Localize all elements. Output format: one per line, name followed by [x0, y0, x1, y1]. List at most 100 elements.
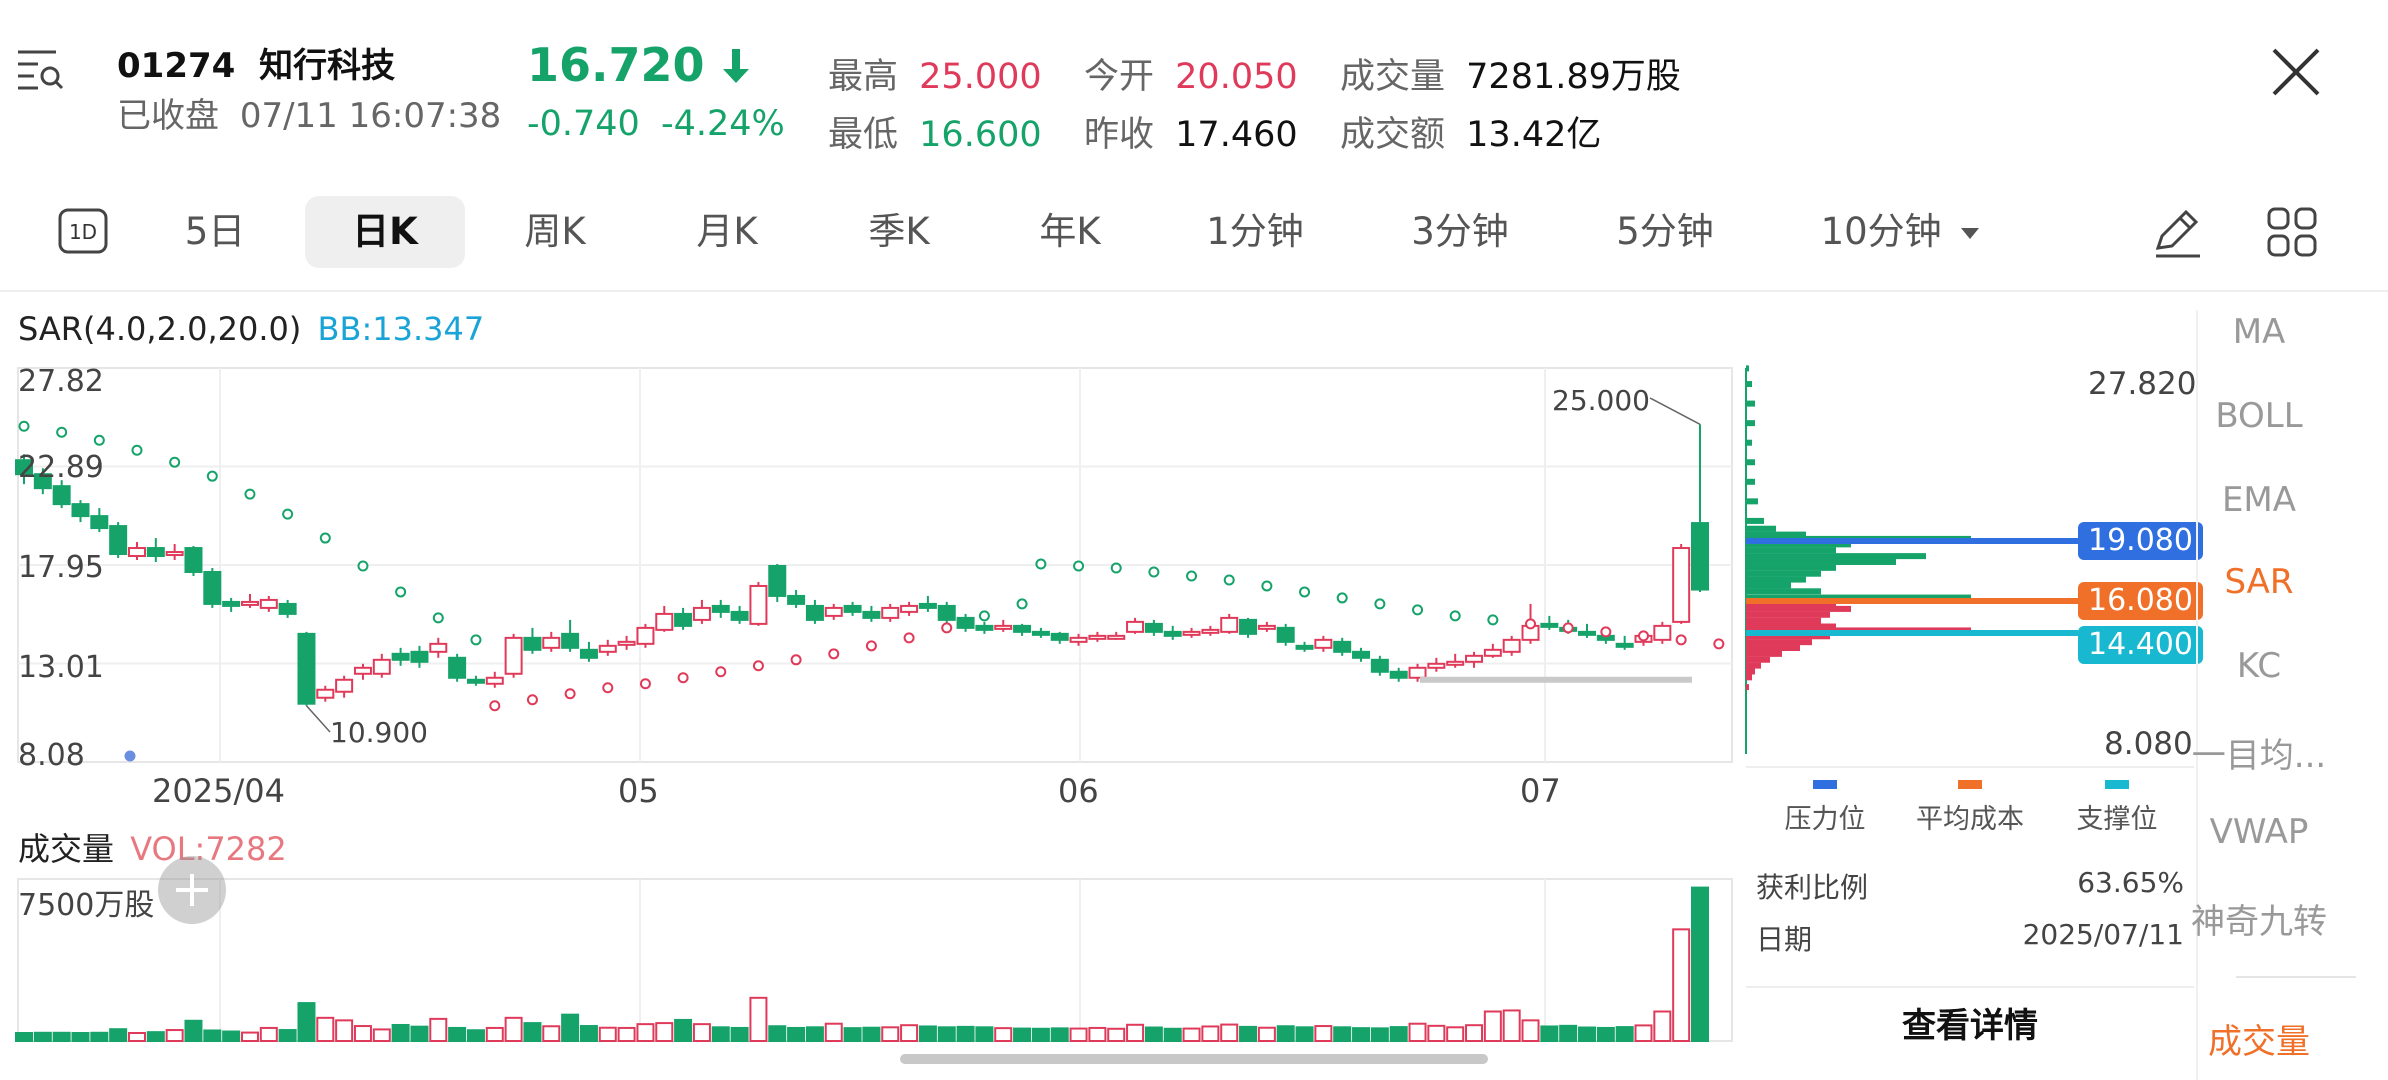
volume-axis-top: 7500万股 [18, 888, 155, 923]
close-icon[interactable] [2268, 44, 2324, 100]
candle-body [1408, 666, 1427, 679]
volume-bar [881, 1026, 900, 1043]
volume-bar [787, 1026, 806, 1042]
indicator-kc[interactable]: KC [2236, 646, 2282, 686]
volume-bar [391, 1023, 410, 1042]
cost-bar [1746, 570, 1821, 577]
one-day-icon[interactable]: 1D [58, 208, 108, 254]
y-axis-label: 8.08 [18, 738, 85, 773]
cost-bar [1746, 576, 1806, 583]
pen-icon[interactable] [2148, 204, 2204, 260]
indicator-ichimoku[interactable]: 一目均... [2191, 736, 2327, 776]
candle-body [1050, 632, 1069, 641]
volume-bar [994, 1027, 1013, 1043]
volume-bar [1540, 1025, 1559, 1043]
stat-value: 16.600 [919, 115, 1042, 155]
candle-body [523, 636, 542, 651]
kline-chart[interactable] [0, 360, 1740, 860]
sar-dot [790, 654, 802, 666]
sar-dot [319, 532, 331, 544]
candle-body [1333, 640, 1352, 653]
sar-dot [828, 648, 840, 660]
stat-label: 最高 [828, 57, 899, 97]
scroll-handle[interactable] [900, 1054, 1488, 1064]
tab-weekly-k[interactable]: 周K [524, 210, 586, 253]
tab-monthly-k[interactable]: 月K [696, 210, 758, 253]
indicator-boll[interactable]: BOLL [2215, 396, 2303, 436]
indicator-ema[interactable]: EMA [2221, 480, 2297, 520]
stat-label: 今开 [1084, 57, 1155, 97]
sar-dot [282, 508, 294, 520]
indicator-td-sequential[interactable]: 神奇九转 [2191, 902, 2327, 942]
stat-label: 昨收 [1084, 115, 1155, 155]
candle-body [52, 485, 71, 506]
caret-down-icon [1961, 228, 1980, 239]
menu-search-icon[interactable] [16, 46, 64, 94]
candle-body [579, 648, 598, 659]
volume-bar [523, 1022, 542, 1043]
sar-dot [1261, 580, 1273, 592]
stat-value: 7281.89万股 [1466, 57, 1681, 97]
volume-bar [805, 1026, 824, 1043]
add-indicator-button[interactable] [158, 856, 226, 924]
x-axis-label: 2025/04 [152, 772, 285, 810]
candle-body [1370, 658, 1389, 673]
tab-quarterly-k[interactable]: 季K [868, 210, 930, 253]
candle-body [881, 606, 900, 619]
sar-dot [206, 470, 218, 482]
tab-3min[interactable]: 3分钟 [1411, 210, 1509, 253]
cost-bar [1746, 558, 1896, 565]
candle-body [900, 604, 919, 613]
tab-1min[interactable]: 1分钟 [1206, 210, 1304, 253]
candle-body [372, 658, 391, 675]
legend-label: 支撑位 [2076, 804, 2158, 835]
volume-bar [1352, 1027, 1371, 1043]
cost-bar [1746, 517, 1764, 524]
candle-body [1031, 630, 1050, 636]
volume-bar [1220, 1023, 1239, 1042]
cost-date-value: 2025/07/11 [2022, 918, 2184, 951]
volume-chart[interactable] [0, 875, 1740, 1047]
cost-bar [1746, 605, 1851, 612]
candle-body [1257, 624, 1276, 630]
candle-body [1182, 630, 1201, 636]
candle-body [146, 547, 165, 558]
volume-bar [335, 1019, 354, 1042]
indicator-vwap[interactable]: VWAP [2209, 812, 2309, 852]
volume-bar [1427, 1024, 1446, 1043]
volume-bar [504, 1016, 523, 1042]
tab-yearly-k[interactable]: 年K [1039, 210, 1101, 253]
candle-body [824, 606, 843, 617]
cost-bar [1746, 541, 1851, 548]
view-details-button[interactable]: 查看详情 [1902, 1006, 2038, 1046]
tab-daily-k[interactable]: 日K [305, 196, 465, 268]
legend-swatch [1958, 780, 1982, 789]
indicator-ma[interactable]: MA [2232, 312, 2286, 352]
price-change: -0.740 -4.24% [527, 104, 785, 144]
cost-bar [1746, 400, 1755, 407]
high-annotation: 25.000 [1552, 384, 1650, 417]
sar-dot [1336, 592, 1348, 604]
grid-layout-icon[interactable] [2266, 206, 2318, 258]
volume-bar [824, 1022, 843, 1042]
tab-5day[interactable]: 5日 [184, 210, 246, 253]
tab-5min[interactable]: 5分钟 [1616, 210, 1714, 253]
candle-body [504, 636, 523, 675]
tab-10min[interactable]: 10分钟 [1815, 196, 1985, 268]
stat-value: 20.050 [1175, 57, 1298, 97]
y-axis-label: 17.95 [18, 550, 104, 585]
stat-high: 最高 25.000 [828, 48, 1042, 99]
volume-bar [730, 1026, 749, 1042]
svg-text:1D: 1D [69, 220, 97, 244]
sar-dot [978, 610, 990, 622]
volume-bar [1578, 1026, 1597, 1043]
volume-bar [1295, 1026, 1314, 1043]
volume-bar [768, 1025, 787, 1042]
indicator-sar[interactable]: SAR [2224, 562, 2294, 602]
indicator-volume[interactable]: 成交量 [2208, 1022, 2310, 1062]
volume-bar [1389, 1026, 1408, 1042]
stat-open: 今开 20.050 [1084, 48, 1298, 99]
volume-bar [1144, 1026, 1163, 1043]
volume-bar [33, 1031, 52, 1042]
volume-section-title: 成交量 VOL:7282 [18, 824, 287, 870]
